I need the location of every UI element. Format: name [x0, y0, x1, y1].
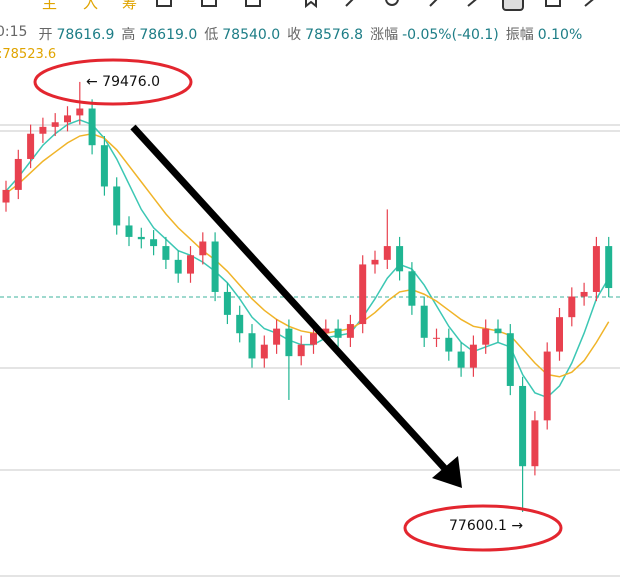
info-item: 振幅 0.10% — [506, 24, 582, 44]
candle-body — [346, 324, 354, 338]
candle-body — [174, 259, 182, 274]
candle-body — [592, 246, 600, 292]
candle-body — [556, 317, 563, 352]
toolbar-label[interactable]: 主 — [42, 0, 58, 12]
candle-body — [211, 241, 219, 292]
info-item: 涨幅 -0.05%(-40.1) — [370, 24, 499, 44]
toolbar-label[interactable]: 筹 — [122, 0, 138, 12]
candle-body — [2, 189, 10, 203]
candle-body — [408, 271, 416, 306]
toolbar-icons — [156, 0, 594, 11]
info-item: 开 78616.9 — [38, 24, 114, 44]
candle-body — [51, 122, 59, 127]
candle-body — [100, 145, 108, 187]
candle-body — [322, 328, 330, 334]
candle-body — [580, 291, 588, 297]
candle-body — [39, 126, 47, 134]
candle-body — [223, 291, 231, 315]
candle-body — [285, 328, 293, 357]
info-item: 低 78540.0 — [204, 24, 280, 44]
candle-body — [199, 241, 207, 256]
candle-body — [88, 108, 96, 146]
candle-body — [260, 344, 268, 359]
candle-body — [519, 385, 527, 467]
candle-body — [506, 333, 514, 386]
info-value: 78576.8 — [305, 27, 364, 43]
info-value: 0.10% — [537, 27, 583, 43]
toolbar-label[interactable]: 入 — [83, 0, 99, 12]
candle-body — [469, 344, 477, 368]
candle-body — [64, 115, 71, 123]
candle-body — [383, 246, 391, 260]
candle-body — [162, 246, 170, 260]
candle-body — [482, 328, 490, 345]
info-value: 78616.9 — [56, 27, 115, 43]
candle-body — [396, 246, 404, 272]
candle-body — [236, 314, 244, 334]
candle-body — [273, 328, 281, 345]
candle-body — [420, 305, 428, 338]
info-label: 低 — [204, 27, 219, 43]
candle-body — [359, 264, 367, 325]
ma-value: :78523.6 — [0, 47, 57, 62]
ma-line — [5, 132, 610, 378]
info-label: 开 — [38, 27, 53, 43]
grid — [0, 124, 620, 577]
info-item: 高 78619.0 — [121, 24, 197, 44]
candle-body — [371, 259, 379, 265]
info-label: 高 — [121, 27, 136, 43]
candle-body — [113, 186, 121, 226]
candle-body — [457, 351, 465, 368]
info-value: -0.05%(-40.1) — [402, 27, 499, 43]
candle-body — [125, 225, 133, 237]
candle-body — [137, 236, 145, 240]
candle-body — [150, 239, 158, 247]
candle-body — [494, 328, 502, 334]
info-label: 0:15 — [0, 24, 28, 40]
candle-body — [543, 351, 551, 421]
candle-body — [445, 337, 453, 352]
annotation: 77600.1 → — [449, 518, 523, 534]
highlight-ellipse — [33, 58, 193, 106]
candle-body — [605, 246, 613, 289]
info-label: 振幅 — [505, 27, 534, 43]
info-bar: 0:15 开 78616.9 高 78619.0 低 78540.0 收 78576.8 涨幅 -0… — [0, 24, 582, 44]
candle-body — [76, 108, 84, 116]
info-item: 收 78576.8 — [287, 24, 363, 44]
highlight-ellipse — [403, 504, 563, 552]
candle-body — [568, 296, 576, 318]
arrow-line — [130, 124, 451, 475]
info-label: 涨幅 — [370, 27, 399, 43]
info-item: 0:15 — [0, 24, 31, 44]
info-label: 收 — [287, 27, 302, 43]
info-value: 78540.0 — [222, 27, 281, 43]
candle-body — [27, 133, 35, 159]
candle-body — [248, 333, 256, 359]
candle-body — [297, 344, 305, 357]
annotation: ← 79476.0 — [86, 74, 160, 90]
candle-body — [433, 337, 440, 339]
candle-body — [187, 255, 194, 274]
candle-body — [531, 420, 539, 467]
info-value: 78619.0 — [139, 27, 198, 43]
candle-body — [310, 333, 317, 345]
candle-body — [14, 158, 22, 190]
ma-line — [5, 119, 610, 399]
arrow-head — [432, 456, 462, 488]
candle-body — [334, 328, 342, 338]
